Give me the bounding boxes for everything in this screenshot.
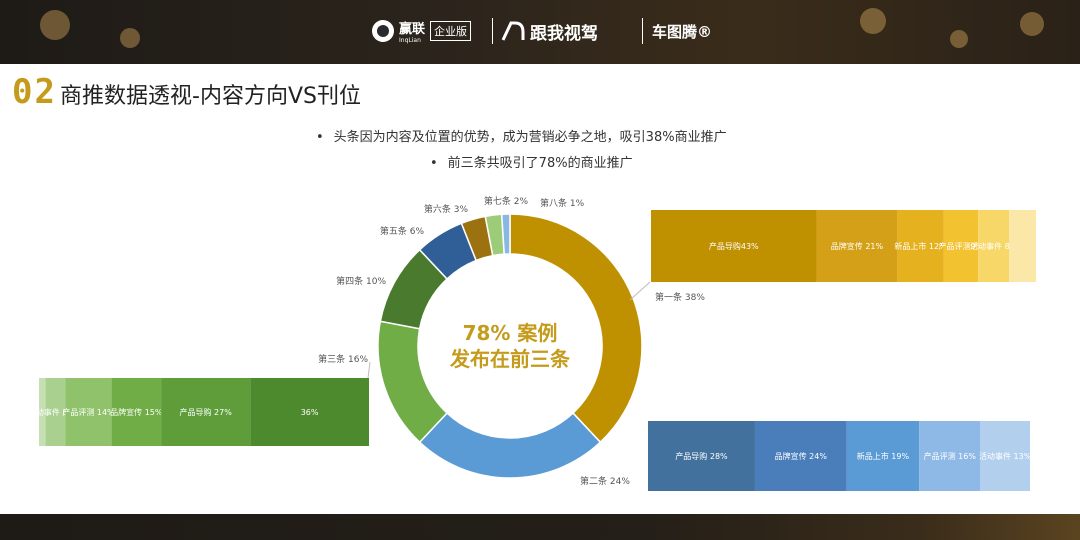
- brand1-badge: 企业版: [430, 21, 472, 41]
- bar-segment: [1009, 210, 1036, 282]
- segment-label: 新品上市 12%: [894, 241, 947, 251]
- steering-logo-icon: [501, 21, 525, 41]
- page-title: 商推数据透视-内容方向VS刊位: [60, 84, 361, 109]
- segment-label: 产品导购 28%: [675, 451, 728, 461]
- slice-label: 第五条 6%: [380, 225, 425, 237]
- bar-segment: [919, 421, 981, 491]
- connector-line: [629, 281, 651, 301]
- bar-segment: [161, 378, 251, 446]
- donut-slice: [418, 412, 602, 479]
- yinglian-logo-icon: [372, 20, 394, 42]
- bar-segment: [980, 421, 1030, 491]
- bar-segment: [250, 378, 369, 446]
- bar-segment: [39, 378, 46, 446]
- segment-label: 产品评测 16%: [924, 451, 977, 461]
- bar-segment: [846, 421, 920, 491]
- bar-segment: [754, 421, 847, 491]
- bottom-banner: [0, 514, 1080, 540]
- bar-segment: [816, 210, 898, 282]
- bar-segment: [111, 378, 162, 446]
- bullet-item: • 头条因为内容及位置的优势，成为营销必争之地，吸引38%商业推广: [316, 130, 727, 145]
- segment-label: 产品评测9%: [939, 241, 984, 251]
- slice-label: 第一条 38%: [655, 291, 705, 303]
- segment-label: 活动事件 13%: [979, 451, 1032, 461]
- segment-label: 产品导购 27%: [179, 407, 232, 417]
- segment-label: 36%: [301, 408, 319, 417]
- bullet-text: 头条因为内容及位置的优势，成为营销必争之地，吸引38%商业推广: [333, 130, 727, 145]
- segment-label: 品牌宣传 24%: [775, 451, 828, 461]
- brand3-name: 车图腾®: [652, 22, 713, 41]
- bar-segment: [648, 421, 755, 491]
- segment-label: 产品导购43%: [709, 241, 759, 251]
- segment-label: 活动事件 8%: [970, 241, 1018, 251]
- brand-chetuteng: 车图腾®: [652, 16, 712, 46]
- brand-yinglian: 赢联 InqLian 企业版: [372, 16, 472, 46]
- top-banner: 赢联 InqLian 企业版 跟我视驾 车图腾®: [0, 0, 1080, 64]
- center-text: 发布在前三条: [449, 347, 571, 371]
- brand1-sub: InqLian: [399, 37, 421, 44]
- segment-label: 动事件 6%: [36, 407, 76, 417]
- slice-label: 第二条 24%: [580, 475, 630, 487]
- slice-label: 第三条 16%: [318, 353, 368, 365]
- donut-slice: [377, 320, 449, 444]
- center-text: 78% 案例: [463, 321, 558, 345]
- segment-label: 品牌宣传 21%: [831, 241, 884, 251]
- slice-label: 第四条 10%: [336, 275, 386, 287]
- section-number: 02: [12, 72, 57, 112]
- donut-slice: [509, 213, 643, 444]
- bar-segment: [978, 210, 1010, 282]
- bullet-item: • 前三条共吸引了78%的商业推广: [430, 156, 633, 171]
- bar-segment: [943, 210, 979, 282]
- brand-divider: [642, 18, 643, 44]
- connector-line: [367, 361, 371, 379]
- bar-segment: [897, 210, 944, 282]
- donut-slice: [500, 213, 511, 255]
- brand2-name: 跟我视驾: [530, 23, 598, 44]
- bar-segment: [45, 378, 66, 446]
- bar-segment: [65, 378, 112, 446]
- segment-label: 品牌宣传 15%: [110, 407, 163, 417]
- bar-segment: [651, 210, 817, 282]
- brand-genwoshijia: 跟我视驾: [500, 16, 598, 46]
- brand-divider: [492, 18, 493, 44]
- bullet-text: 前三条共吸引了78%的商业推广: [447, 156, 633, 171]
- slice-label: 第八条 1%: [540, 197, 585, 209]
- segment-label: 产品评测 14%: [62, 407, 115, 417]
- slice-label: 第七条 2%: [484, 195, 529, 207]
- slice-label: 第六条 3%: [424, 203, 469, 215]
- brand1-name: 赢联: [399, 22, 426, 37]
- segment-label: 新品上市 19%: [857, 451, 910, 461]
